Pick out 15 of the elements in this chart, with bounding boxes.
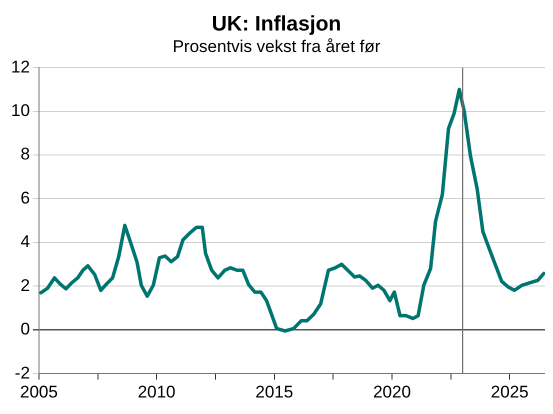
x-tick-label: 2005 — [20, 382, 58, 402]
y-tick-label: -2 — [14, 363, 30, 382]
x-tick-label: 2015 — [255, 382, 294, 402]
y-tick-label: 4 — [20, 232, 30, 252]
y-tick-label: 6 — [20, 188, 30, 208]
x-tick-label: 2025 — [490, 382, 529, 402]
chart-subtitle: Prosentvis vekst fra året før — [172, 37, 381, 56]
chart-title: UK: Inflasjon — [212, 12, 342, 36]
y-tick-label: 2 — [20, 276, 30, 295]
y-tick-label: 12 — [10, 57, 30, 76]
x-tick-label: 2020 — [373, 382, 411, 402]
y-tick-label: 8 — [20, 144, 30, 164]
x-tick-label: 2010 — [138, 382, 176, 402]
y-tick-label: 10 — [10, 101, 30, 120]
y-tick-label: 0 — [20, 320, 30, 339]
